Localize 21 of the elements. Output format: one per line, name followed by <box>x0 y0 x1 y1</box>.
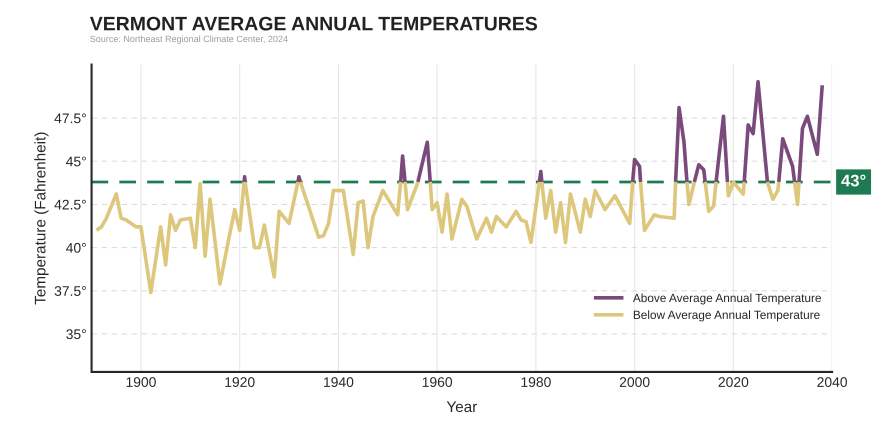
x-tick-label: 2020 <box>718 377 748 388</box>
x-axis-title: Year <box>446 401 478 412</box>
y-tick-label: 37.5° <box>54 286 86 296</box>
y-tick-label: 42.5° <box>54 200 86 210</box>
x-tick-label: 1960 <box>422 377 452 388</box>
y-axis-title: Temperature (Fahrenheit) <box>34 132 49 304</box>
y-tick-label: 40° <box>66 242 86 253</box>
y-tick-label: 47.5° <box>54 113 86 124</box>
source-note: Source: Northeast Regional Climate Center, 2024 <box>90 35 288 44</box>
legend-label: Below Average Annual Temperature <box>634 310 820 322</box>
y-tick-label: 45° <box>66 156 86 166</box>
x-tick-label: 1940 <box>324 377 354 388</box>
x-tick-label: 2000 <box>620 377 650 388</box>
chart-title: VERMONT AVERAGE ANNUAL TEMPERATURES <box>90 16 538 30</box>
y-tick-label: 35° <box>66 329 86 340</box>
x-tick-label: 1900 <box>126 377 156 388</box>
x-tick-label: 1920 <box>225 377 255 388</box>
x-tick-label: 2040 <box>817 377 848 388</box>
legend-label: Above Average Annual Temperature <box>632 293 821 304</box>
text: 43° <box>841 174 866 186</box>
x-tick-label: 1980 <box>522 377 551 388</box>
